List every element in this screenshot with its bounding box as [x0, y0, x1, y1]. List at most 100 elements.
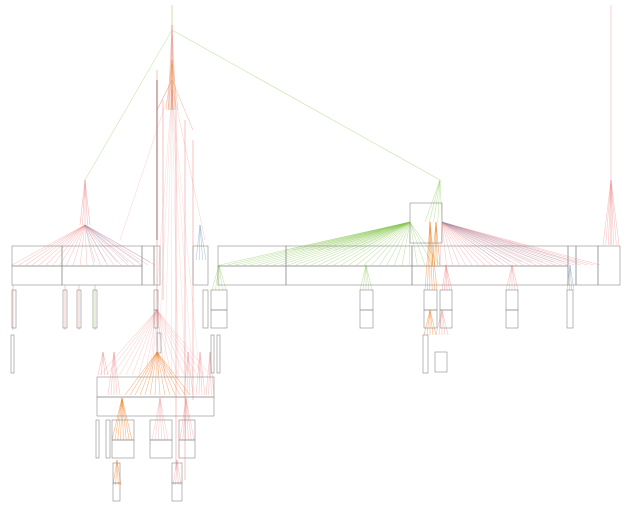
green-cluster-edge: [318, 221, 411, 251]
green-cluster-edge: [295, 221, 411, 266]
left-cluster-edge: [84, 224, 107, 263]
orange-spike-edge: [112, 459, 118, 486]
green-cluster-edge: [284, 221, 411, 251]
green-cluster-edge: [242, 221, 411, 266]
red-cluster-edge: [441, 221, 581, 266]
left-spike-edge: [82, 179, 86, 226]
left-cluster-edge: [84, 224, 129, 263]
left-cluster-edge: [84, 224, 88, 266]
green-spike-edge: [218, 264, 223, 291]
orange-fan-edge: [156, 351, 161, 396]
left-cluster-edge: [84, 224, 94, 266]
left-cluster-edge: [52, 224, 86, 266]
green-cluster-edge: [227, 221, 411, 266]
left-cluster-edge: [84, 224, 118, 263]
node-box: [171, 482, 183, 502]
orange-spike-edge: [114, 397, 123, 441]
green-spike-edge: [215, 264, 220, 291]
node-box: [359, 309, 374, 329]
orange-fan-edge: [149, 351, 158, 396]
red-cluster-edge: [441, 221, 511, 263]
green-cluster-edge: [351, 221, 411, 251]
red-cluster-edge: [441, 221, 522, 263]
left-cluster-edge: [84, 224, 142, 266]
node-box: [434, 351, 448, 373]
red-cluster-edge: [441, 221, 505, 266]
node-box: [505, 289, 519, 311]
hub-fan-edge: [171, 89, 194, 381]
lower-spike-edge: [182, 397, 187, 441]
node-box: [141, 245, 155, 286]
green-cluster-edge: [409, 221, 418, 266]
left-cluster-edge: [39, 224, 86, 266]
red-cluster-edge: [441, 221, 569, 266]
left-cluster-edge: [79, 224, 86, 266]
hub-edge: [119, 84, 173, 241]
red-spike-edge: [441, 309, 449, 336]
green-cluster-edge: [273, 221, 411, 266]
red-spike-edge: [511, 264, 519, 291]
green-cluster-edge: [363, 221, 411, 266]
hub-edge: [171, 79, 194, 131]
node-box: [10, 334, 15, 374]
orange-fan-edge: [144, 351, 158, 396]
left-cluster-edge: [84, 224, 115, 266]
blue-spike-edge: [569, 264, 572, 291]
lower-cluster-edge: [112, 309, 158, 376]
left-cluster-edge: [11, 224, 86, 266]
red-cluster-edge: [441, 221, 511, 266]
node-box: [61, 265, 143, 286]
green-cluster-edge: [309, 221, 411, 251]
lower-spike-edge: [199, 351, 203, 396]
left-cluster-edge: [84, 224, 96, 263]
red-spike-edge: [445, 264, 453, 291]
orange-spike-edge: [429, 309, 434, 336]
red-spike-edge: [508, 264, 513, 291]
orange-spike-edge: [121, 397, 124, 441]
red-cluster-edge: [441, 221, 562, 266]
red-cluster-edge: [441, 221, 543, 263]
green-cluster-edge: [280, 221, 411, 266]
green-cluster-edge: [394, 221, 411, 266]
node-box: [96, 396, 215, 417]
lower-spike-edge: [110, 351, 115, 396]
green-spike-edge: [428, 179, 441, 223]
red-cluster-edge: [441, 221, 492, 266]
orange-spike-edge: [427, 221, 431, 291]
green-spike-edge: [218, 264, 227, 291]
orange-spike-edge: [117, 397, 123, 441]
red-cluster-edge: [441, 221, 460, 266]
blue-spike-edge: [199, 224, 207, 261]
green-spike-edge: [433, 179, 441, 223]
node-box: [178, 439, 196, 459]
orange-spike-edge: [435, 221, 441, 266]
red-spike-edge: [511, 264, 516, 291]
lower-spike-edge: [185, 397, 189, 441]
red-cluster-edge: [441, 221, 601, 266]
red-spike-edge: [441, 309, 446, 336]
lower-spike-edge: [107, 351, 115, 396]
red-spike-edge: [444, 264, 447, 291]
green-cluster-edge: [303, 221, 411, 266]
left-cluster-edge: [59, 224, 86, 266]
node-box: [112, 482, 121, 502]
green-cluster-edge: [326, 221, 411, 251]
right-spike-edge: [608, 179, 612, 246]
red-cluster-edge: [441, 221, 530, 266]
top-spike-edge: [171, 59, 176, 111]
left-spike-edge: [84, 179, 88, 226]
top-spike-edge: [171, 59, 174, 111]
green-cluster-edge: [219, 221, 411, 266]
node-box: [210, 334, 215, 374]
red-spike-edge: [445, 264, 448, 291]
hub-fan-edge: [171, 89, 186, 381]
green-spike-edge: [437, 179, 441, 223]
green-cluster-edge: [356, 221, 411, 266]
left-cluster-edge: [18, 224, 86, 266]
green-cluster-edge: [386, 221, 411, 266]
node-box: [359, 289, 374, 311]
orange-fan-edge: [139, 351, 158, 396]
red-cluster-edge: [441, 221, 549, 266]
left-cluster-edge: [84, 224, 108, 266]
node-box: [423, 289, 438, 311]
